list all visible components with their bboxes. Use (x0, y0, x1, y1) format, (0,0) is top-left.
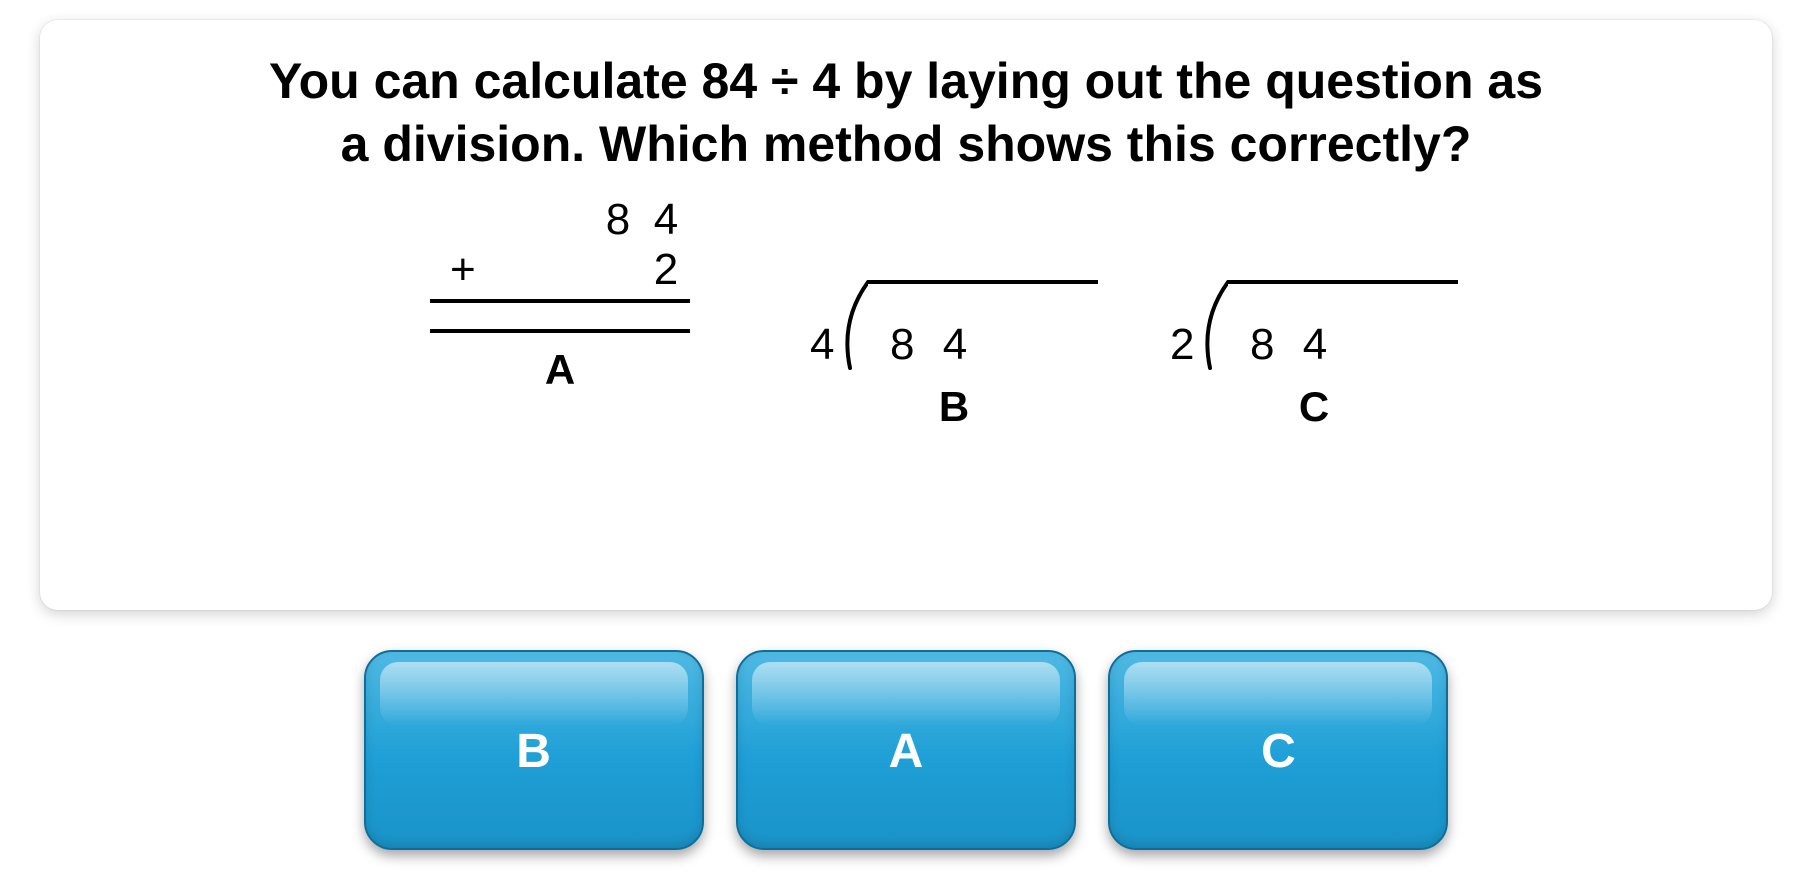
answer-button-1[interactable]: A (736, 650, 1076, 850)
option-b-math: 4 8 4 (810, 280, 1098, 370)
option-a-rule-2 (430, 329, 690, 333)
option-b: 4 8 4 B (810, 280, 1098, 431)
option-b-dividend: 8 4 (890, 320, 975, 370)
option-a-addend: 2 (642, 245, 690, 295)
option-c-label: C (1170, 383, 1458, 431)
option-b-bracket (834, 280, 868, 370)
option-c-dividend: 8 4 (1250, 320, 1335, 370)
option-a-top-tens: 8 (594, 195, 642, 245)
answer-button-1-label: A (738, 724, 1074, 779)
option-c-vinculum (1228, 280, 1458, 284)
question-text: You can calculate 84 ÷ 4 by laying out t… (256, 50, 1556, 175)
option-c-bracket (1194, 280, 1228, 370)
option-c: 2 8 4 C (1170, 280, 1458, 431)
options-row: 8 4 + 2 A 4 (40, 195, 1772, 495)
button-gloss (752, 662, 1060, 726)
button-gloss (380, 662, 688, 726)
option-a: 8 4 + 2 A (430, 195, 690, 394)
option-c-math: 2 8 4 (1170, 280, 1458, 370)
answer-buttons-row: B A C (0, 650, 1812, 850)
question-card: You can calculate 84 ÷ 4 by laying out t… (40, 20, 1772, 610)
option-b-vinculum (868, 280, 1098, 284)
answer-button-2[interactable]: C (1108, 650, 1448, 850)
option-a-label: A (430, 346, 690, 394)
answer-button-0[interactable]: B (364, 650, 704, 850)
answer-button-2-label: C (1110, 724, 1446, 779)
option-a-top-ones: 4 (642, 195, 690, 245)
option-a-math: 8 4 + 2 (430, 195, 690, 333)
option-a-rule-1 (430, 299, 690, 303)
plus-icon: + (450, 245, 498, 295)
button-gloss (1124, 662, 1432, 726)
option-b-divisor: 4 (810, 320, 834, 370)
option-c-divisor: 2 (1170, 320, 1194, 370)
answer-button-0-label: B (366, 724, 702, 779)
option-b-label: B (810, 383, 1098, 431)
